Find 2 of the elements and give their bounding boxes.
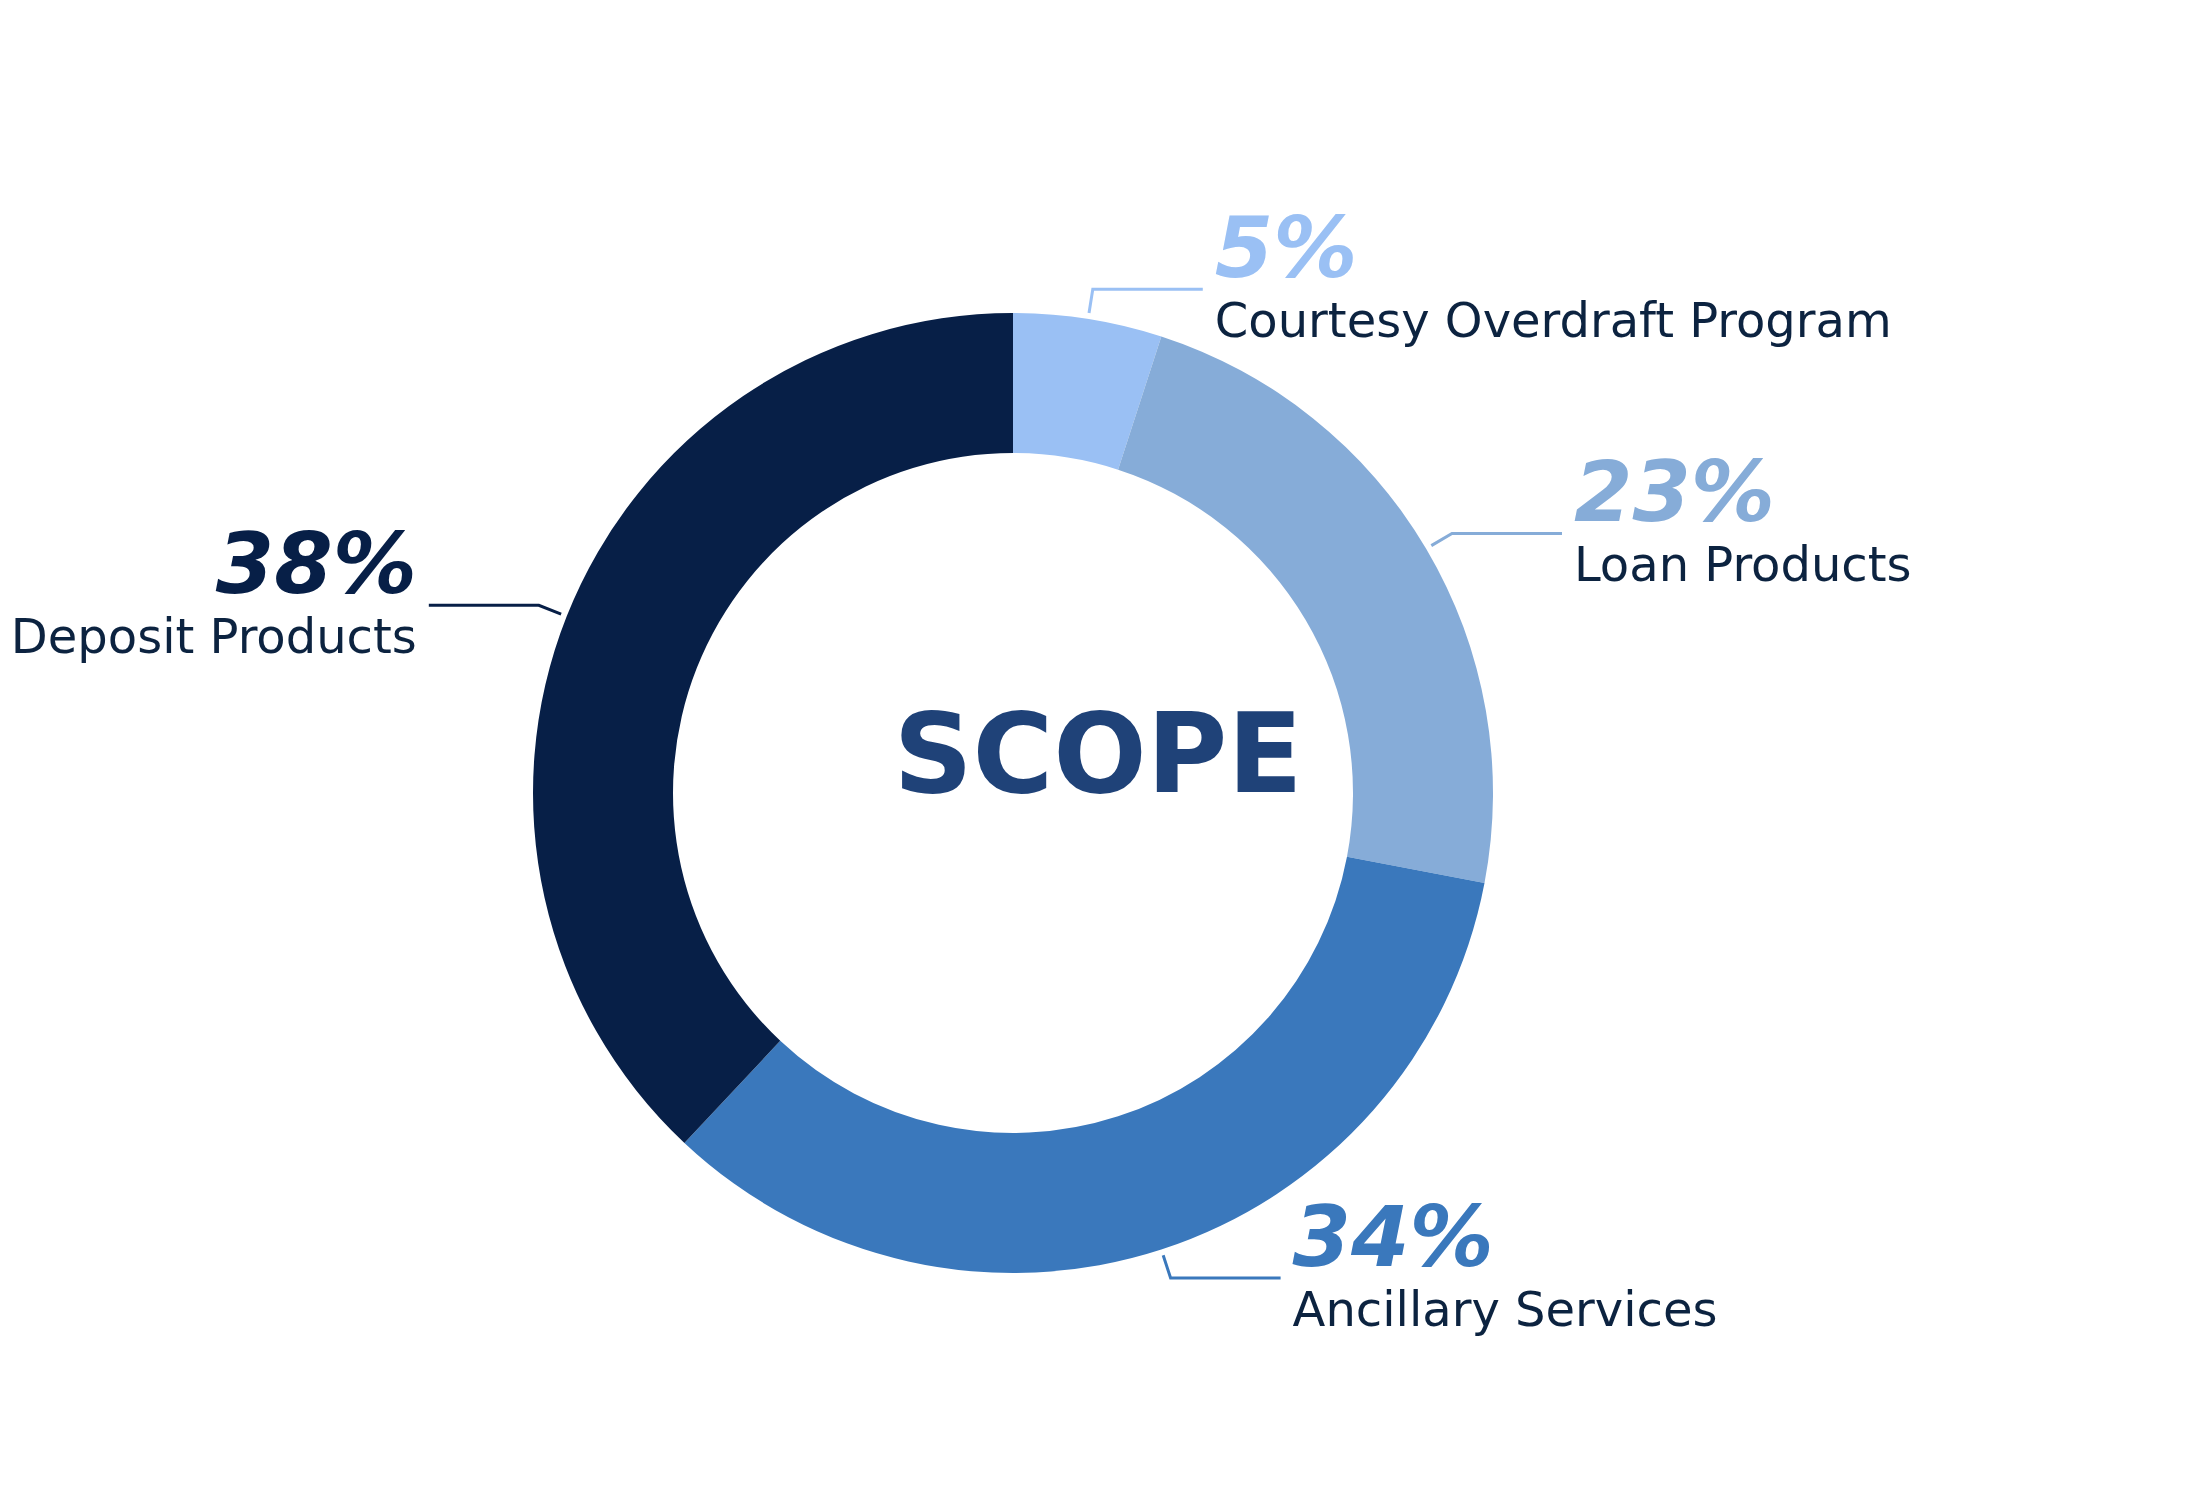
text: SCOPE [893,690,1303,819]
donut-slice [1013,313,1162,470]
